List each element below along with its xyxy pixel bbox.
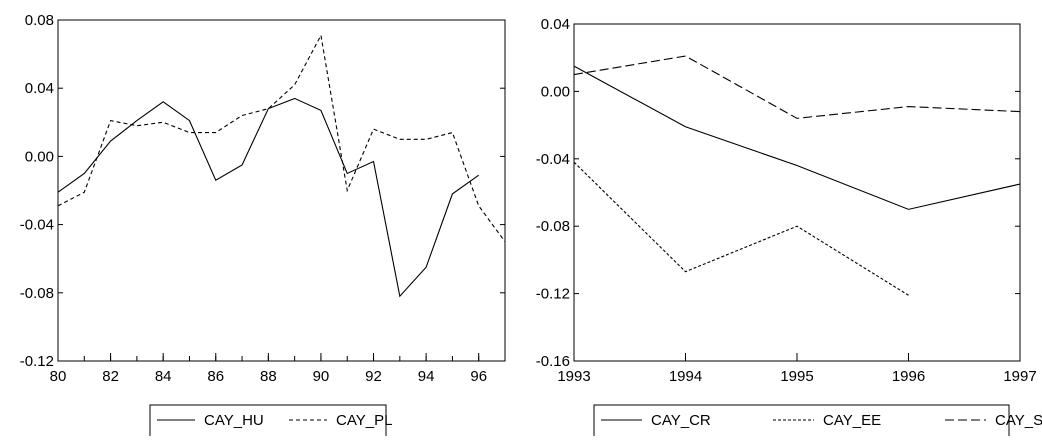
- plot-frame: [57, 19, 506, 362]
- x-tick-label: 1994: [669, 368, 702, 385]
- x-tick-label: 92: [365, 368, 382, 385]
- y-tick-label: -0.08: [536, 218, 570, 235]
- y-tick-label: 0.04: [541, 16, 570, 33]
- series-line-cay-ee: [573, 161, 909, 296]
- y-tick-label: -0.16: [536, 353, 570, 370]
- x-tick-label: 1997: [1003, 368, 1036, 385]
- y-tick-label: -0.12: [20, 353, 54, 370]
- series-line-cay-sl: [573, 55, 1021, 119]
- x-tick-label: 82: [102, 368, 119, 385]
- legend: CAY_HU CAY_PL: [149, 404, 392, 438]
- y-tick-label: -0.12: [536, 286, 570, 303]
- y-tick-label: -0.04: [536, 151, 570, 168]
- y-tick-label: 0.04: [25, 80, 54, 97]
- x-tick-label: 96: [470, 368, 487, 385]
- x-tick-label: 90: [313, 368, 330, 385]
- x-tick-label: 94: [418, 368, 435, 385]
- y-tick-label: -0.08: [20, 285, 54, 302]
- series-line-cay-hu: [57, 97, 480, 298]
- plot-frame: [573, 23, 1021, 362]
- x-tick-label: 1996: [892, 368, 925, 385]
- x-tick-label: 80: [50, 368, 67, 385]
- legend-box: [593, 404, 1010, 438]
- legend: CAY_CR CAY_EE CAY_SL: [593, 404, 1042, 438]
- legend-label: CAY_SL: [995, 412, 1042, 429]
- y-tick-label: 0.08: [25, 12, 54, 29]
- legend-label: CAY_PL: [336, 412, 392, 429]
- x-tick-label: 1993: [557, 368, 590, 385]
- x-tick-label: 84: [155, 368, 172, 385]
- x-tick-label: 88: [260, 368, 277, 385]
- y-tick-label: 0.00: [25, 148, 54, 165]
- legend-label: CAY_CR: [651, 412, 711, 429]
- series-line-cay-cr: [573, 65, 1021, 210]
- x-tick-label: 86: [207, 368, 224, 385]
- legend-label: CAY_EE: [823, 412, 881, 429]
- y-tick-label: 0.00: [541, 83, 570, 100]
- series-line-cay-pl: [57, 33, 506, 242]
- x-tick-label: 1995: [780, 368, 813, 385]
- legend-label: CAY_HU: [204, 412, 264, 429]
- y-tick-label: -0.04: [20, 217, 54, 234]
